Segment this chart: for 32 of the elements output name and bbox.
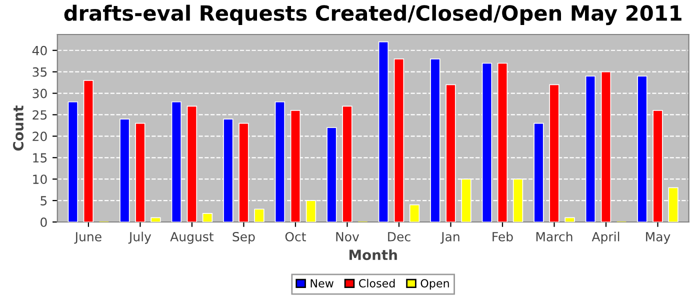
x-tick-label: Oct	[285, 232, 306, 242]
x-tick-label: July	[128, 232, 152, 244]
y-tick-label: 35	[32, 67, 47, 77]
legend-label: Closed	[359, 278, 395, 288]
bar	[150, 217, 161, 222]
x-tick-label: April	[592, 232, 620, 244]
y-tick-label: 20	[32, 132, 47, 142]
x-axis-title: Month	[349, 249, 397, 260]
x-tick-label: May	[646, 232, 670, 244]
chart-title: drafts-eval Requests Created/Closed/Open May 2011	[64, 4, 682, 26]
y-tick-label: 5	[40, 196, 47, 206]
legend-label: New	[310, 279, 334, 288]
x-tick-label: Dec	[388, 232, 410, 242]
bar	[202, 213, 213, 222]
y-tick-label: 30	[32, 88, 47, 98]
x-tick-label: Nov	[336, 232, 360, 242]
x-tick-label: Feb	[492, 232, 513, 242]
x-tick-label: Sep	[232, 232, 255, 244]
y-tick-label: 25	[32, 110, 47, 120]
bar	[254, 208, 264, 222]
y-tick-label: 40	[32, 46, 47, 56]
x-tick-label: June	[74, 232, 102, 244]
legend-label: Open	[420, 279, 449, 290]
x-tick-label: Jan	[440, 232, 460, 244]
bar	[409, 204, 420, 222]
y-axis-title: Count	[13, 105, 24, 151]
x-tick-label: March	[536, 232, 572, 242]
x-tick-label: August	[170, 232, 214, 244]
y-tick-label: 10	[33, 174, 47, 184]
y-tick-label: 15	[33, 153, 47, 163]
y-tick-label: 0	[40, 217, 47, 227]
bar	[564, 217, 575, 222]
